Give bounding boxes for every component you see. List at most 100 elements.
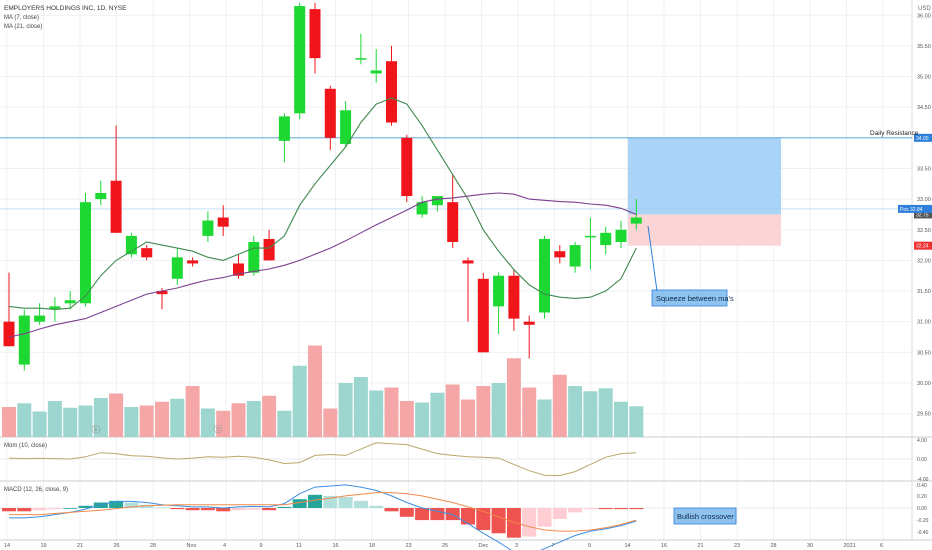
macd-histogram-bar xyxy=(583,508,598,510)
time-tick-label: 9 xyxy=(260,543,263,549)
candle-body xyxy=(233,263,244,276)
macd-histogram-bar xyxy=(200,508,215,511)
macd-tick-label: 0.20 xyxy=(917,494,927,500)
volume-bar xyxy=(384,387,399,437)
candle-body xyxy=(248,242,260,273)
event-marker xyxy=(213,424,223,434)
volume-bar xyxy=(47,401,62,437)
volume-bar xyxy=(93,398,108,437)
squeeze-text: Squeeze between ma's xyxy=(656,294,734,303)
time-tick-label: 14 xyxy=(625,543,631,549)
time-tick-label: 9 xyxy=(588,543,591,549)
candle-body xyxy=(171,257,183,279)
price-tick-label: 34.50 xyxy=(917,105,931,111)
volume-bar xyxy=(629,406,644,437)
macd-line xyxy=(9,484,637,550)
candles xyxy=(3,3,642,371)
volume-bar xyxy=(461,399,475,437)
volume-bar xyxy=(369,390,384,437)
crossover-text: Bullish crossover xyxy=(677,512,734,521)
time-axis[interactable]: 14 19 21 26 28 Nov 4 9 11 16 18 23 25 Dec 3 7 9 14 16 21 23 2… xyxy=(4,543,883,549)
candle-body xyxy=(340,110,352,144)
candle-body xyxy=(370,70,382,74)
macd-histogram-bar xyxy=(124,502,139,508)
signal-line xyxy=(9,492,637,532)
macd-histogram-bar xyxy=(537,508,552,527)
time-tick-label: 28 xyxy=(150,543,156,549)
candle-body xyxy=(18,315,30,365)
macd-histogram-bar xyxy=(552,508,567,519)
volume-bar xyxy=(522,387,537,437)
ma21-line xyxy=(8,192,637,338)
price-tick-label: 30.00 xyxy=(917,381,931,387)
macd-histogram-bar xyxy=(246,508,261,510)
macd-tick-label: -0.20 xyxy=(917,518,929,524)
candle-body xyxy=(125,235,137,255)
candle-body xyxy=(49,306,61,310)
volume-bar xyxy=(583,391,598,437)
candle-body xyxy=(324,88,336,138)
target-zone xyxy=(628,137,781,215)
price-tick-label: 32.00 xyxy=(917,258,931,264)
momentum-pane: 4.00 0.00 -4.00 xyxy=(0,438,929,483)
macd-histogram-bar xyxy=(109,500,124,508)
candle-body xyxy=(447,202,459,243)
macd-tick-label: -0.40 xyxy=(917,530,929,536)
macd-histogram-bar xyxy=(63,508,78,509)
macd-histogram-bar xyxy=(139,504,154,508)
candle-body xyxy=(600,232,612,246)
candle-body xyxy=(416,202,428,215)
macd-histogram-bar xyxy=(78,505,93,508)
target-price-tag xyxy=(914,133,932,142)
macd-histogram-bar xyxy=(170,508,185,510)
squeeze-callout[interactable] xyxy=(651,289,728,307)
candle-body xyxy=(401,137,413,197)
time-tick-label: 14 xyxy=(4,543,10,549)
macd-histogram-bar xyxy=(491,508,506,534)
candle-body xyxy=(156,291,168,295)
volume-bar xyxy=(231,403,246,437)
macd-histogram-bar xyxy=(155,507,169,509)
macd-histogram-bar xyxy=(277,506,292,508)
candle-body xyxy=(462,260,474,264)
time-tick-label: 21 xyxy=(698,543,704,549)
macd-histogram-bar xyxy=(476,508,491,530)
stop-price-tag xyxy=(914,241,932,250)
candle-body xyxy=(64,300,76,304)
volume-bar xyxy=(445,384,460,437)
macd-histogram-bar xyxy=(614,508,628,510)
price-tick-label: 29.50 xyxy=(917,412,931,418)
candle-body xyxy=(95,192,107,200)
long-position-tool[interactable]: 34.00 32.75 32.24 Pos 32.84 xyxy=(0,133,932,250)
time-tick-label: 16 xyxy=(333,543,339,549)
ma21-legend: MA (21, close) xyxy=(4,24,42,30)
macd-histogram-bar xyxy=(2,508,16,512)
macd-histogram-bar xyxy=(93,502,108,508)
momentum-line xyxy=(8,442,637,477)
crossover-callout[interactable] xyxy=(673,507,737,525)
macd-histogram-bar xyxy=(568,508,583,513)
mom-tick-label: -4.00 xyxy=(917,477,929,483)
candle-body xyxy=(493,275,505,307)
volume-bar xyxy=(185,386,200,437)
macd-pane: 0.40 0.20 0.00 -0.20 -0.40 xyxy=(0,483,929,550)
volume-bar xyxy=(109,393,124,437)
time-tick-label: 26 xyxy=(114,543,120,549)
candle-body xyxy=(355,58,367,60)
volume-bar xyxy=(78,405,93,437)
macd-histogram-bar xyxy=(399,508,414,517)
volume-bar xyxy=(139,405,154,437)
volume-bar xyxy=(399,401,414,437)
volume-bar xyxy=(415,402,430,437)
mom-tick-label: 4.00 xyxy=(917,438,927,444)
candle-body xyxy=(309,9,321,59)
candle-body xyxy=(477,278,489,353)
macd-histogram-bar xyxy=(262,508,277,511)
price-axis[interactable]: 29.50 30.00 30.50 31.00 31.50 32.00 32.50 33.00… xyxy=(911,0,931,540)
time-tick-label: 18 xyxy=(369,543,375,549)
candle-body xyxy=(554,251,566,258)
candle-body xyxy=(431,196,443,206)
mom-legend: Mom (10, close) xyxy=(4,443,47,449)
time-tick-label: 30 xyxy=(807,543,813,549)
